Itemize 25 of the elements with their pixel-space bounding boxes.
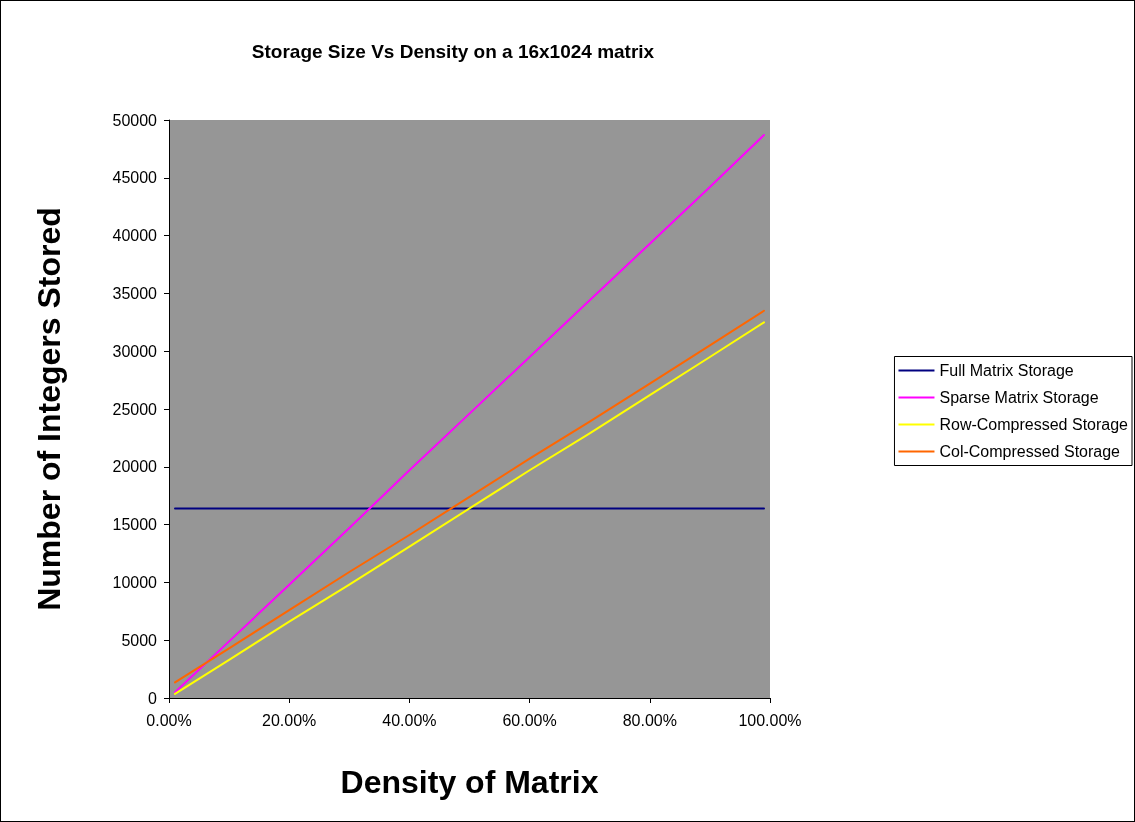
y-tick-label: 45000 [112, 169, 158, 187]
y-tick-label: 15000 [112, 516, 158, 534]
legend-label: Sparse Matrix Storage [939, 389, 1099, 406]
legend-label: Row-Compressed Storage [939, 416, 1129, 433]
x-tick-label: 20.00% [262, 711, 317, 729]
y-tick-label: 0 [148, 689, 158, 707]
x-tick-label: 40.00% [382, 711, 437, 729]
y-tick-label: 25000 [112, 400, 158, 418]
legend-label: Full Matrix Storage [939, 362, 1074, 379]
y-tick-label: 35000 [112, 284, 158, 302]
y-tick-label: 10000 [112, 573, 158, 591]
y-tick-label: 40000 [112, 227, 158, 245]
x-tick-label: 80.00% [622, 711, 677, 729]
y-tick-label: 5000 [121, 631, 158, 649]
y-tick-label: 20000 [112, 458, 158, 476]
x-tick-label: 60.00% [502, 711, 557, 729]
line-series [174, 134, 765, 694]
legend-label: Col-Compressed Storage [939, 443, 1121, 460]
x-tick-label: 0.00% [146, 711, 192, 729]
y-tick-label: 30000 [112, 342, 158, 360]
x-tick-label: 100.00% [738, 711, 802, 729]
y-axis-title: Number of Integers Stored [31, 207, 67, 611]
y-tick-label: 50000 [112, 111, 158, 129]
x-axis-title: Density of Matrix [340, 764, 599, 800]
chart-title: Storage Size Vs Density on a 16x1024 matrix [251, 41, 655, 62]
